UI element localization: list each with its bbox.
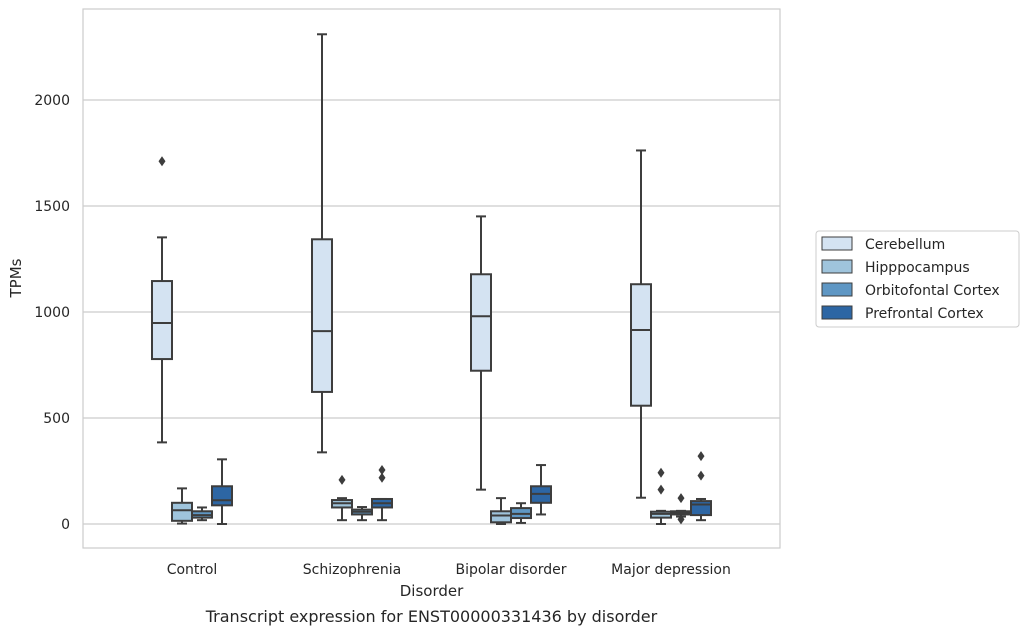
- legend-frame: [815, 230, 1020, 328]
- box-prefrontal-cortex-1: [371, 464, 393, 522]
- x-tick-label: Control: [167, 562, 218, 578]
- box-cerebellum-1: [311, 33, 333, 454]
- box-iqr: [470, 273, 492, 372]
- outlier-point: [338, 474, 346, 485]
- y-tick-label: 500: [43, 411, 70, 427]
- outlier-point: [677, 514, 685, 525]
- gridlines: [83, 99, 780, 525]
- box-orbitofontal-cortex-1: [351, 506, 373, 522]
- outlier-point: [378, 472, 386, 483]
- x-axis-title: Disorder: [400, 582, 464, 600]
- boxes-layer: [151, 33, 712, 525]
- x-tick-label: Schizophrenia: [303, 562, 401, 578]
- y-tick-label: 1000: [34, 305, 70, 321]
- box-iqr: [151, 280, 173, 361]
- x-tick-label: Major depression: [611, 562, 731, 578]
- outlier-point: [657, 467, 665, 478]
- box-prefrontal-cortex-2: [530, 464, 552, 516]
- outlier-point: [677, 493, 685, 504]
- box-cerebellum-2: [470, 215, 492, 491]
- legend-label: Cerebellum: [865, 237, 945, 253]
- box-orbitofontal-cortex-2: [510, 502, 532, 524]
- outlier-point: [657, 484, 665, 495]
- box-iqr: [490, 510, 512, 524]
- legend-swatch: [821, 282, 853, 297]
- x-tick-labels: Control Schizophrenia Bipolar disorder Majo…: [167, 562, 731, 578]
- y-tick-label: 0: [61, 517, 70, 533]
- box-hipppocampus-2: [490, 497, 512, 525]
- box-iqr: [211, 485, 233, 507]
- y-tick-label: 1500: [34, 199, 70, 215]
- x-tick-label: Bipolar disorder: [455, 562, 566, 578]
- legend-label: Orbitofontal Cortex: [865, 283, 1000, 299]
- box-iqr: [171, 501, 193, 522]
- box-hipppocampus-3: [650, 467, 672, 525]
- outlier-point: [378, 464, 386, 475]
- outlier-point: [697, 470, 705, 481]
- box-prefrontal-cortex-0: [211, 458, 233, 525]
- box-prefrontal-cortex-3: [690, 451, 712, 522]
- box-iqr: [690, 500, 712, 517]
- box-hipppocampus-0: [171, 487, 193, 525]
- outlier-point: [158, 156, 166, 167]
- y-tick-label: 2000: [34, 93, 70, 109]
- outlier-point: [697, 451, 705, 462]
- chart-caption: Transcript expression for ENST0000033143…: [205, 607, 658, 626]
- box-hipppocampus-1: [331, 474, 353, 522]
- box-iqr: [630, 283, 652, 407]
- box-orbitofontal-cortex-3: [670, 493, 692, 525]
- legend-swatch: [821, 259, 853, 274]
- y-tick-labels: 0 500 1000 1500 2000: [34, 93, 70, 533]
- legend-label: Hipppocampus: [865, 260, 970, 276]
- plot-area-frame: [82, 8, 781, 549]
- y-axis-title: TPMs: [7, 258, 25, 298]
- legend-swatch: [821, 305, 853, 320]
- box-orbitofontal-cortex-0: [191, 506, 213, 522]
- box-cerebellum-3: [630, 149, 652, 499]
- legend: Cerebellum Hipppocampus Orbitofontal Corte…: [815, 230, 1020, 328]
- legend-swatch: [821, 236, 853, 251]
- box-cerebellum-0: [151, 156, 173, 444]
- legend-label: Prefrontal Cortex: [865, 306, 984, 322]
- box-iqr: [311, 238, 333, 393]
